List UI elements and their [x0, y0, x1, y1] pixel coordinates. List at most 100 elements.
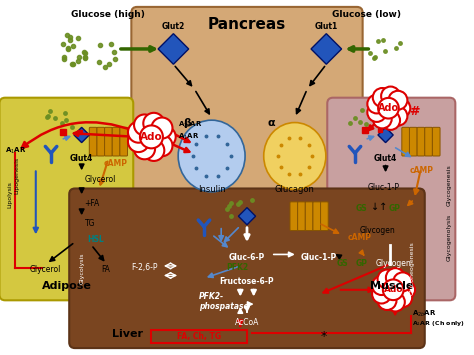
Text: A$_1$AR: A$_1$AR: [5, 146, 27, 156]
FancyBboxPatch shape: [410, 127, 417, 156]
Text: Glucose (low): Glucose (low): [332, 10, 401, 19]
Text: GP: GP: [389, 204, 401, 213]
Text: Glucagon: Glucagon: [275, 185, 315, 194]
Circle shape: [396, 280, 415, 299]
Text: Glut4: Glut4: [70, 154, 93, 163]
Text: FA, Ch, TG: FA, Ch, TG: [177, 332, 221, 341]
Text: *: *: [320, 330, 327, 343]
Text: F-2,6-P: F-2,6-P: [131, 263, 158, 272]
FancyBboxPatch shape: [0, 98, 133, 300]
FancyBboxPatch shape: [425, 127, 432, 156]
Circle shape: [386, 293, 405, 311]
Polygon shape: [158, 34, 189, 64]
Circle shape: [393, 288, 412, 307]
Text: Adipose: Adipose: [42, 281, 92, 291]
Text: PFK2-: PFK2-: [199, 292, 224, 301]
Circle shape: [128, 122, 149, 143]
Text: A$_{2b}$AR: A$_{2b}$AR: [412, 308, 437, 319]
Circle shape: [383, 279, 403, 300]
Text: ↓↑: ↓↑: [371, 202, 387, 212]
Circle shape: [140, 125, 163, 148]
Text: Glycogenesis: Glycogenesis: [447, 164, 452, 206]
Polygon shape: [378, 127, 393, 143]
Circle shape: [378, 291, 396, 310]
FancyBboxPatch shape: [105, 127, 112, 156]
Text: #: #: [410, 105, 420, 118]
Text: TG: TG: [84, 219, 95, 228]
Circle shape: [152, 118, 173, 138]
FancyBboxPatch shape: [320, 202, 328, 230]
Bar: [151, 330, 247, 343]
Text: Gluc-6-P: Gluc-6-P: [229, 252, 265, 262]
Text: Gluc-1-P: Gluc-1-P: [301, 252, 337, 262]
Circle shape: [372, 276, 391, 295]
Text: α: α: [267, 118, 275, 127]
Circle shape: [134, 114, 155, 136]
Text: Lipolysis: Lipolysis: [8, 181, 12, 208]
Circle shape: [378, 269, 396, 289]
FancyBboxPatch shape: [120, 127, 128, 156]
Text: phospatase: phospatase: [199, 301, 249, 311]
Circle shape: [392, 99, 410, 118]
Text: GS: GS: [337, 260, 348, 268]
Text: GP: GP: [356, 260, 368, 268]
Text: Pancreas: Pancreas: [208, 17, 286, 32]
FancyBboxPatch shape: [327, 98, 456, 300]
Text: A$_{2b}$AR: A$_{2b}$AR: [178, 119, 203, 130]
Text: Glycerol: Glycerol: [84, 175, 116, 184]
Text: +FA: +FA: [84, 199, 100, 208]
Polygon shape: [74, 127, 89, 143]
FancyBboxPatch shape: [402, 127, 410, 156]
Text: A$_1$AR (Ch only): A$_1$AR (Ch only): [412, 319, 465, 328]
FancyBboxPatch shape: [290, 202, 298, 230]
Circle shape: [128, 131, 149, 152]
Text: cAMP: cAMP: [347, 233, 371, 242]
Circle shape: [373, 88, 392, 107]
Circle shape: [152, 135, 173, 156]
FancyBboxPatch shape: [131, 7, 363, 224]
FancyBboxPatch shape: [97, 127, 105, 156]
Circle shape: [155, 126, 176, 147]
Text: β: β: [183, 118, 191, 127]
Text: Glut1: Glut1: [315, 22, 338, 31]
Text: Glycolysis: Glycolysis: [79, 252, 84, 284]
Ellipse shape: [264, 122, 326, 190]
Circle shape: [143, 113, 164, 134]
Text: Gluconeogenesis: Gluconeogenesis: [410, 241, 415, 295]
Text: AcCoA: AcCoA: [235, 318, 259, 327]
Circle shape: [381, 87, 400, 105]
Text: Insulin: Insulin: [198, 185, 226, 194]
FancyBboxPatch shape: [313, 202, 320, 230]
Text: A$_1$AR: A$_1$AR: [178, 132, 200, 142]
FancyBboxPatch shape: [417, 127, 425, 156]
Circle shape: [373, 109, 392, 129]
FancyBboxPatch shape: [298, 202, 305, 230]
Text: Glycogenolysis: Glycogenolysis: [447, 214, 452, 261]
Text: FA: FA: [101, 265, 109, 274]
Circle shape: [134, 138, 155, 159]
Text: Glucose (high): Glucose (high): [72, 10, 146, 19]
Text: GS: GS: [356, 204, 367, 213]
Circle shape: [367, 103, 386, 122]
Circle shape: [372, 285, 391, 304]
Text: Ado: Ado: [140, 132, 163, 142]
Circle shape: [367, 94, 386, 114]
Text: Fructose-6-P: Fructose-6-P: [219, 277, 274, 286]
Polygon shape: [238, 208, 255, 225]
FancyBboxPatch shape: [112, 127, 120, 156]
Circle shape: [393, 272, 412, 291]
Text: Ado: Ado: [378, 103, 399, 113]
Circle shape: [143, 140, 164, 161]
Text: Glycerol: Glycerol: [30, 265, 62, 274]
FancyBboxPatch shape: [89, 127, 97, 156]
Text: Gluc-1-P: Gluc-1-P: [368, 183, 400, 192]
Text: Lipogenesis: Lipogenesis: [14, 157, 19, 194]
FancyBboxPatch shape: [69, 189, 425, 348]
Text: cAMP: cAMP: [410, 165, 434, 175]
Text: HSL: HSL: [87, 235, 104, 244]
Circle shape: [386, 268, 405, 287]
Text: Glut2: Glut2: [162, 22, 185, 31]
Text: Ado: Ado: [383, 285, 403, 294]
Text: Glycogen: Glycogen: [376, 260, 412, 268]
FancyBboxPatch shape: [305, 202, 313, 230]
